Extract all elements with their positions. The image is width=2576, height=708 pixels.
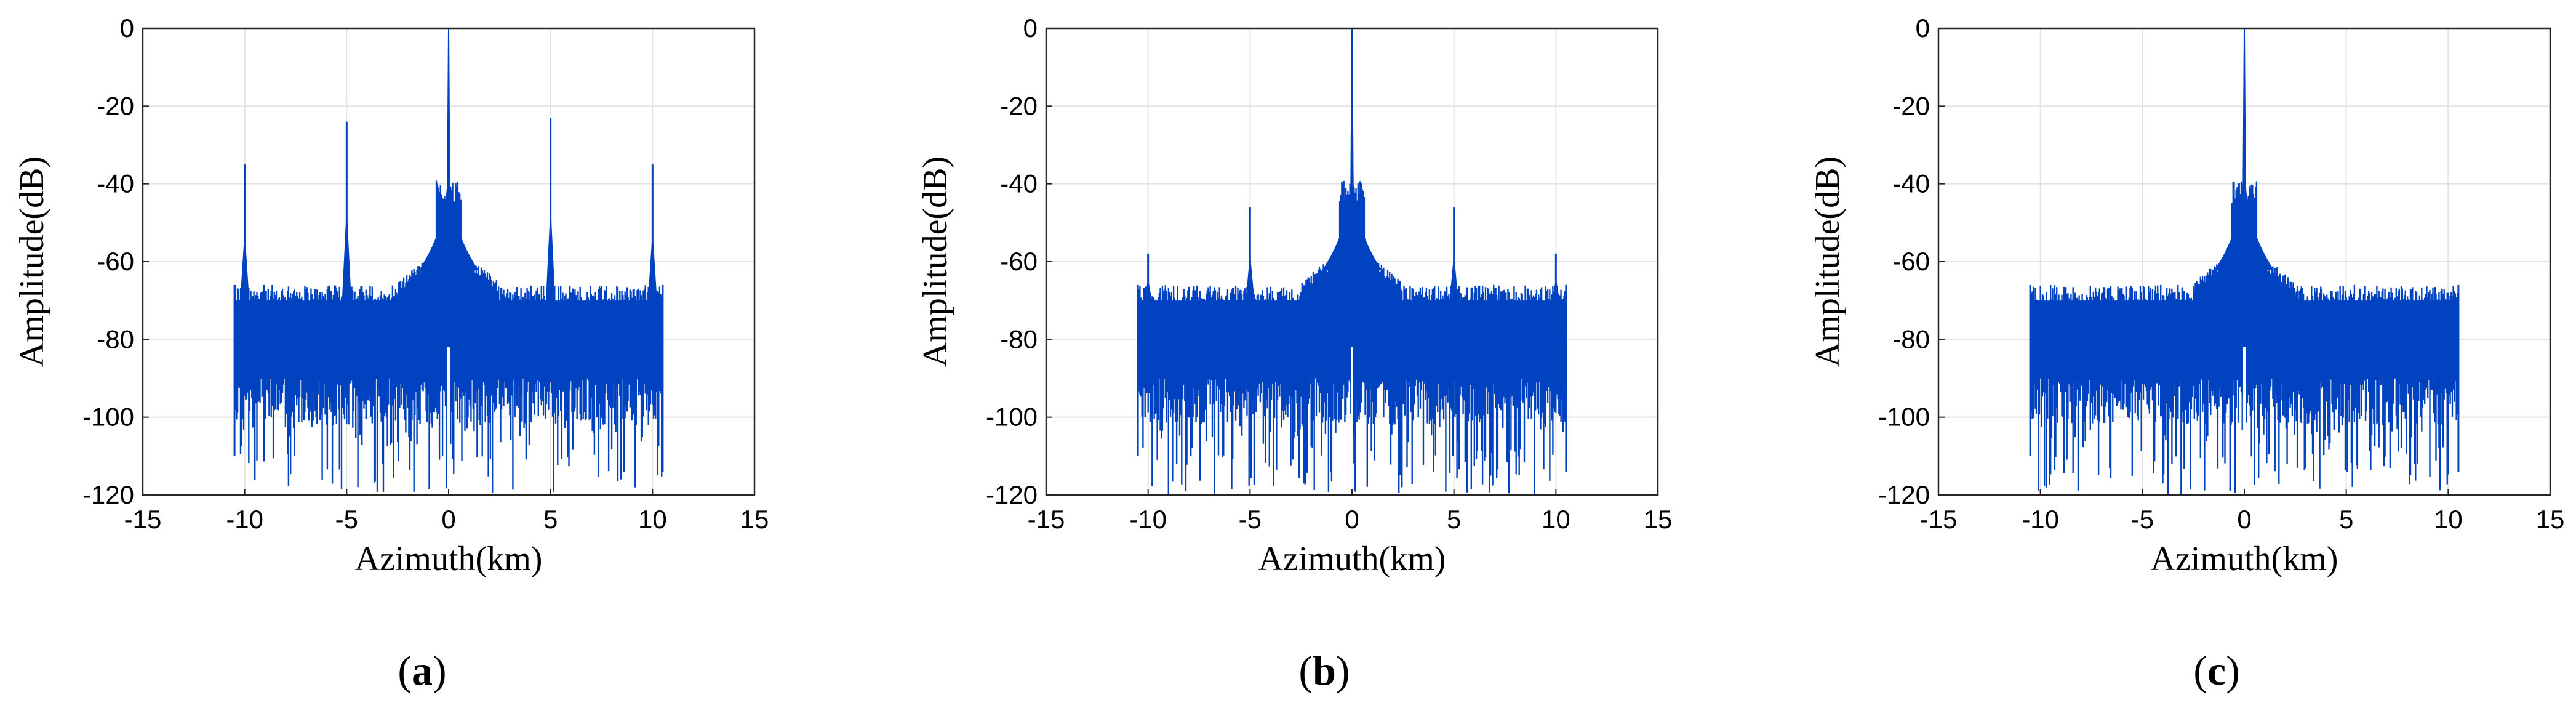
panel-caption-close: ) [2226,647,2240,694]
x-tick-label: 15 [740,505,769,534]
peak-marker [1322,28,1382,270]
peak-skirt [1143,278,1153,308]
y-tick-label: -40 [97,169,134,198]
y-tick-label: -20 [1000,91,1038,120]
panel-caption-letter: b [1313,647,1336,694]
panel-caption: (b) [1298,647,1350,694]
peak-marker [2214,28,2274,270]
y-tick-label: -60 [1000,247,1038,276]
x-tick-label: 15 [2536,505,2565,534]
panel-caption-open: ( [1298,647,1313,694]
panel-caption-close: ) [433,647,447,694]
y-tick-label: -100 [1878,403,1930,432]
peak-skirt [545,203,556,308]
peak-skirt [239,229,250,308]
panel-caption-letter: c [2207,647,2226,694]
x-tick-label: 0 [1345,505,1359,534]
x-tick-label: 10 [1542,505,1570,534]
x-tick-label: -15 [1920,505,1958,534]
chart-panel-a: -15 -10 -5 0 5 10 15 0 -20 -40 -60 -80 -100 -120 Azimu… [13,14,769,694]
x-tick-label: -5 [2131,505,2154,534]
y-tick-label: -80 [1892,324,1930,353]
y-tick-label: -60 [97,247,134,276]
x-tick-label: 10 [2434,505,2463,534]
peak-skirt [1245,252,1255,308]
y-tick-label: -100 [82,403,134,432]
y-tick-label: -60 [1892,247,1930,276]
y-tick-label: -20 [1892,91,1930,120]
peak-skirt [342,206,352,308]
y-tick-label: -120 [986,480,1038,509]
y-tick-label: -80 [1000,324,1038,353]
y-tick-label: -120 [1878,480,1930,509]
x-tick-label: -15 [1028,505,1065,534]
y-axis-label: Amplitude(dB) [1809,156,1847,367]
x-axis-label: Azimuth(km) [2151,540,2338,578]
panel-caption: (c) [2193,647,2240,694]
x-tick-label: 5 [1447,505,1461,534]
peak-skirt [1449,252,1459,308]
panel-caption: (a) [398,647,446,694]
chart-panel-c: -15 -10 -5 0 5 10 15 0 -20 -40 -60 -80 -100 -120 Azimu… [1809,14,2564,694]
y-tick-label: -40 [1000,169,1038,198]
x-tick-label: -15 [124,505,162,534]
y-tick-label: 0 [1023,14,1038,42]
x-tick-label: 0 [441,505,455,534]
data-series [1137,28,1567,495]
panel-caption-open: ( [2193,647,2207,694]
x-tick-label: 10 [638,505,667,534]
peak-skirt [1551,278,1561,308]
x-tick-label: 5 [2339,505,2353,534]
peak-skirt [647,229,658,308]
y-tick-label: -100 [986,403,1038,432]
panel-caption-open: ( [398,647,412,694]
y-tick-label: -20 [97,91,134,120]
data-series [2029,28,2460,495]
x-axis-label: Azimuth(km) [1258,540,1446,578]
x-axis-label: Azimuth(km) [355,540,543,578]
x-tick-label: 5 [543,505,558,534]
x-tick-label: -5 [1239,505,1262,534]
y-axis-label: Amplitude(dB) [916,156,954,367]
y-tick-label: 0 [1916,14,1930,42]
x-tick-label: -10 [226,505,263,534]
y-tick-label: -40 [1892,169,1930,198]
x-tick-label: -10 [1129,505,1167,534]
y-axis-label: Amplitude(dB) [13,156,51,367]
chart-panel-b: -15 -10 -5 0 5 10 15 0 -20 -40 -60 -80 -100 -120 Azimu… [916,14,1672,694]
x-tick-label: 0 [2237,505,2251,534]
panel-caption-letter: a [412,647,433,694]
x-tick-label: -5 [335,505,358,534]
y-tick-label: 0 [120,14,134,42]
x-tick-label: 15 [1644,505,1673,534]
y-tick-label: -80 [97,324,134,353]
panel-caption-close: ) [1336,647,1350,694]
data-series [233,28,664,495]
peak-marker [418,28,479,270]
y-tick-label: -120 [82,480,134,509]
x-tick-label: -10 [2022,505,2059,534]
